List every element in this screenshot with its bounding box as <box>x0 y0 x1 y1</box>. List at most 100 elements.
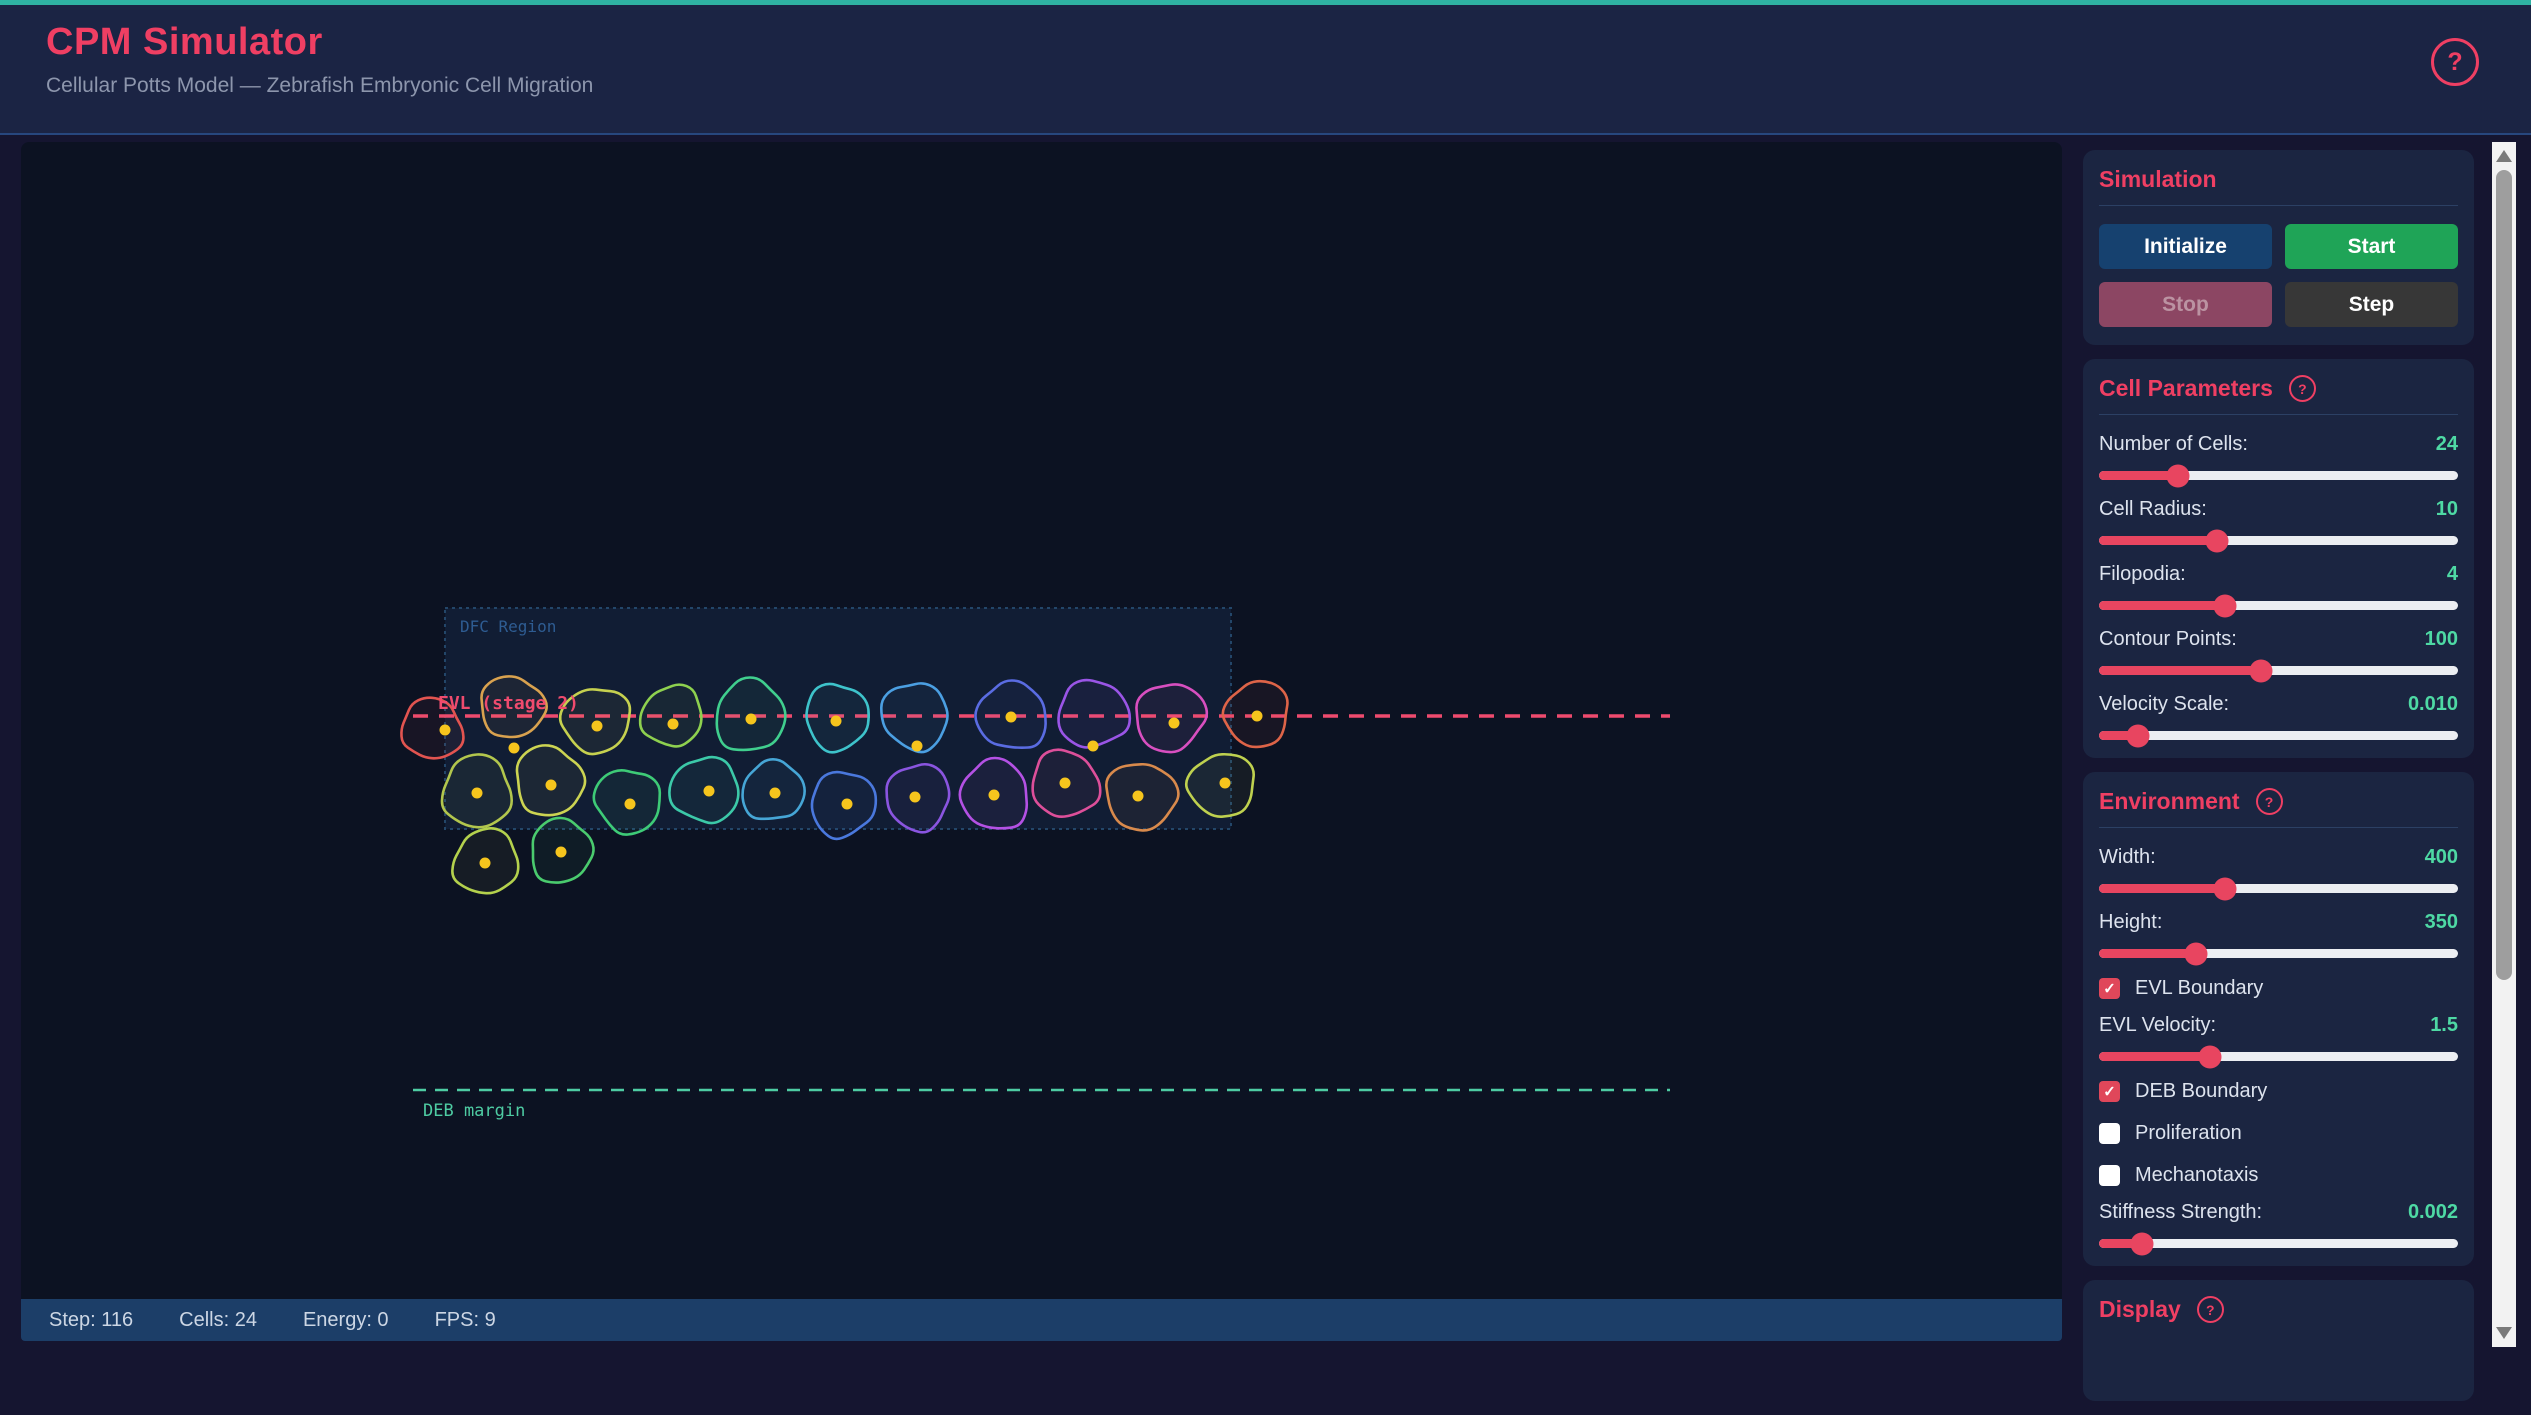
cell-radius-slider[interactable] <box>2099 529 2458 552</box>
param-cell-radius: Cell Radius: 10 <box>2099 498 2458 552</box>
deb-margin-label: DEB margin <box>423 1101 525 1121</box>
slider-thumb[interactable] <box>2213 594 2237 617</box>
environment-title: Environment <box>2099 788 2240 814</box>
stiffness-strength-slider[interactable] <box>2099 1232 2458 1255</box>
cell-nucleus <box>591 720 603 732</box>
simulation-canvas[interactable]: DFC Region EVL (stage 2) DEB margin <box>21 142 2062 1299</box>
height-slider[interactable] <box>2099 942 2458 965</box>
help-button[interactable]: ? <box>2431 38 2479 86</box>
param-stiffness-strength: Stiffness Strength: 0.002 <box>2099 1201 2458 1255</box>
param-number-of-cells: Number of Cells: 24 <box>2099 433 2458 487</box>
initialize-button[interactable]: Initialize <box>2099 224 2272 269</box>
slider-fill <box>2099 731 2139 740</box>
start-button[interactable]: Start <box>2285 224 2458 269</box>
contour-points-slider[interactable] <box>2099 659 2458 682</box>
stop-button[interactable]: Stop <box>2099 282 2272 327</box>
cell-nucleus <box>545 779 557 791</box>
page-subtitle: Cellular Potts Model — Zebrafish Embryon… <box>46 74 594 97</box>
param-value: 4 <box>2446 563 2458 585</box>
slider-fill <box>2099 536 2218 545</box>
slider-fill <box>2099 601 2225 610</box>
proliferation-row: Proliferation <box>2099 1122 2458 1145</box>
filopodia-slider[interactable] <box>2099 594 2458 617</box>
cell-parameters-help-icon[interactable]: ? <box>2288 375 2316 402</box>
cell-blob <box>638 683 703 748</box>
cell-blob <box>480 675 548 739</box>
param-value: 0.002 <box>2407 1201 2458 1223</box>
mechanotaxis-checkbox[interactable] <box>2099 1165 2120 1186</box>
cell-nucleus <box>555 846 567 858</box>
status-cells: Cells: 24 <box>179 1308 257 1331</box>
step-button[interactable]: Step <box>2285 282 2458 327</box>
param-evl-velocity: EVL Velocity: 1.5 <box>2099 1014 2458 1068</box>
param-value: 24 <box>2435 433 2458 455</box>
divider <box>2099 414 2458 415</box>
cell-nucleus <box>841 798 853 810</box>
param-label: Number of Cells: <box>2099 433 2248 455</box>
cell-nucleus <box>624 798 636 810</box>
cell-nucleus <box>830 715 842 727</box>
cell-nucleus <box>471 787 483 799</box>
evl-velocity-slider[interactable] <box>2099 1045 2458 1068</box>
display-help-icon[interactable]: ? <box>2196 1296 2224 1323</box>
display-section: Display ? <box>2083 1280 2474 1401</box>
param-label: Width: <box>2099 846 2156 868</box>
divider <box>2099 827 2458 828</box>
param-value: 400 <box>2424 846 2458 868</box>
slider-fill <box>2099 949 2196 958</box>
slider-fill <box>2099 1239 2143 1248</box>
evl-boundary-checkbox[interactable] <box>2099 978 2120 999</box>
evl-boundary-row: EVL Boundary <box>2099 977 2458 1000</box>
slider-thumb[interactable] <box>2130 1232 2154 1255</box>
status-bar: Step: 116 Cells: 24 Energy: 0 FPS: 9 <box>21 1299 2062 1341</box>
param-velocity-scale: Velocity Scale: 0.010 <box>2099 693 2458 747</box>
environment-section: Environment ? Width: 400 Height: 350 <box>2083 772 2474 1266</box>
cell-blob <box>879 682 949 754</box>
simulation-section-title: Simulation <box>2099 166 2217 192</box>
slider-thumb[interactable] <box>2184 942 2208 965</box>
slider-thumb[interactable] <box>2249 659 2273 682</box>
scrollbar-down-arrow-icon[interactable] <box>2496 1327 2512 1339</box>
param-height: Height: 350 <box>2099 911 2458 965</box>
cell-nucleus <box>769 787 781 799</box>
param-label: Height: <box>2099 911 2163 933</box>
param-filopodia: Filopodia: 4 <box>2099 563 2458 617</box>
mechanotaxis-row: Mechanotaxis <box>2099 1164 2458 1187</box>
cell-nucleus <box>1132 790 1144 802</box>
param-value: 100 <box>2424 628 2458 650</box>
cell-nucleus <box>508 742 520 754</box>
cell-nucleus <box>909 791 921 803</box>
dfc-region-label: DFC Region <box>460 617 556 636</box>
proliferation-checkbox[interactable] <box>2099 1123 2120 1144</box>
page-title: CPM Simulator <box>46 21 323 63</box>
cell-nucleus <box>667 718 679 730</box>
status-fps: FPS: 9 <box>434 1308 496 1331</box>
deb-boundary-checkbox[interactable] <box>2099 1081 2120 1102</box>
param-label: Contour Points: <box>2099 628 2237 650</box>
cell-blob <box>400 696 465 760</box>
number-of-cells-slider[interactable] <box>2099 464 2458 487</box>
cell-nucleus <box>745 713 757 725</box>
environment-help-icon[interactable]: ? <box>2255 788 2283 815</box>
slider-thumb[interactable] <box>2166 464 2190 487</box>
slider-thumb[interactable] <box>2126 724 2150 747</box>
slider-thumb[interactable] <box>2213 877 2237 900</box>
evl-line-label: EVL (stage 2) <box>438 693 579 714</box>
status-energy: Energy: 0 <box>302 1308 389 1331</box>
scrollbar-thumb[interactable] <box>2496 170 2512 980</box>
slider-fill <box>2099 884 2225 893</box>
sidebar-scrollbar[interactable] <box>2492 142 2516 1347</box>
cell-parameters-title: Cell Parameters <box>2099 375 2273 401</box>
cell-nucleus <box>703 785 715 797</box>
scrollbar-up-arrow-icon[interactable] <box>2496 150 2512 162</box>
slider-fill <box>2099 1052 2211 1061</box>
width-slider[interactable] <box>2099 877 2458 900</box>
cell-parameters-section: Cell Parameters ? Number of Cells: 24 Ce… <box>2083 359 2474 758</box>
slider-thumb[interactable] <box>2205 529 2229 552</box>
slider-thumb[interactable] <box>2198 1045 2222 1068</box>
deb-boundary-label: DEB Boundary <box>2135 1080 2268 1102</box>
param-value: 350 <box>2424 911 2458 933</box>
param-value: 1.5 <box>2430 1014 2458 1036</box>
param-label: EVL Velocity: <box>2099 1014 2217 1036</box>
velocity-scale-slider[interactable] <box>2099 724 2458 747</box>
